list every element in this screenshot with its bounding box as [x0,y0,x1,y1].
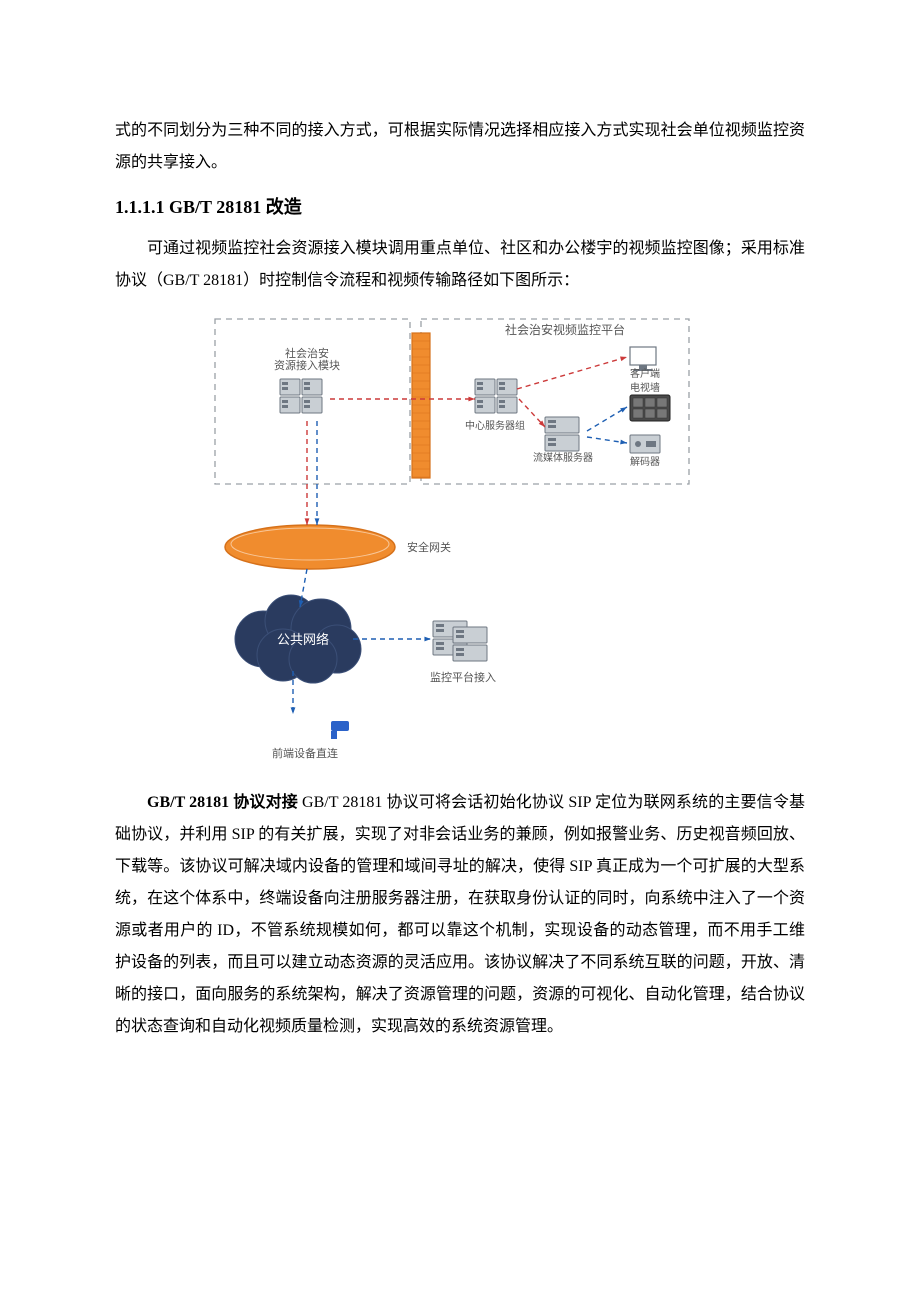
document-page: 式的不同划分为三种不同的接入方式，可根据实际情况选择相应接入方式实现社会单位视频… [0,0,920,1115]
section-heading: 1.1.1.1 GB/T 28181 改造 [115,193,805,219]
svg-text:中心服务器组: 中心服务器组 [465,419,525,432]
svg-text:社会治安视频监控平台: 社会治安视频监控平台 [505,322,625,337]
svg-text:安全网关: 安全网关 [407,540,451,554]
network-diagram: 社会治安视频监控平台社会治安资源接入模块中心服务器组流媒体服务器 客户端电视墙解码… [175,309,695,769]
para3-bold-lead: GB/T 28181 协议对接 [147,794,298,811]
svg-text:前端设备直连: 前端设备直连 [272,746,338,760]
svg-text:流媒体服务器: 流媒体服务器 [533,451,593,464]
para3-body: GB/T 28181 协议可将会话初始化协议 SIP 定位为联网系统的主要信令基… [115,794,805,1035]
svg-text:解码器: 解码器 [630,455,660,468]
svg-text:电视墙: 电视墙 [630,381,660,394]
svg-text:公共网络: 公共网络 [277,632,329,647]
intro-paragraph: 式的不同划分为三种不同的接入方式，可根据实际情况选择相应接入方式实现社会单位视频… [115,115,805,179]
paragraph-2: 可通过视频监控社会资源接入模块调用重点单位、社区和办公楼宇的视频监控图像；采用标… [115,233,805,297]
svg-text:资源接入模块: 资源接入模块 [274,358,340,372]
svg-text:监控平台接入: 监控平台接入 [430,670,496,684]
svg-text:客户端: 客户端 [630,367,660,380]
paragraph-3: GB/T 28181 协议对接 GB/T 28181 协议可将会话初始化协议 S… [115,787,805,1043]
svg-text:社会治安: 社会治安 [285,346,329,360]
